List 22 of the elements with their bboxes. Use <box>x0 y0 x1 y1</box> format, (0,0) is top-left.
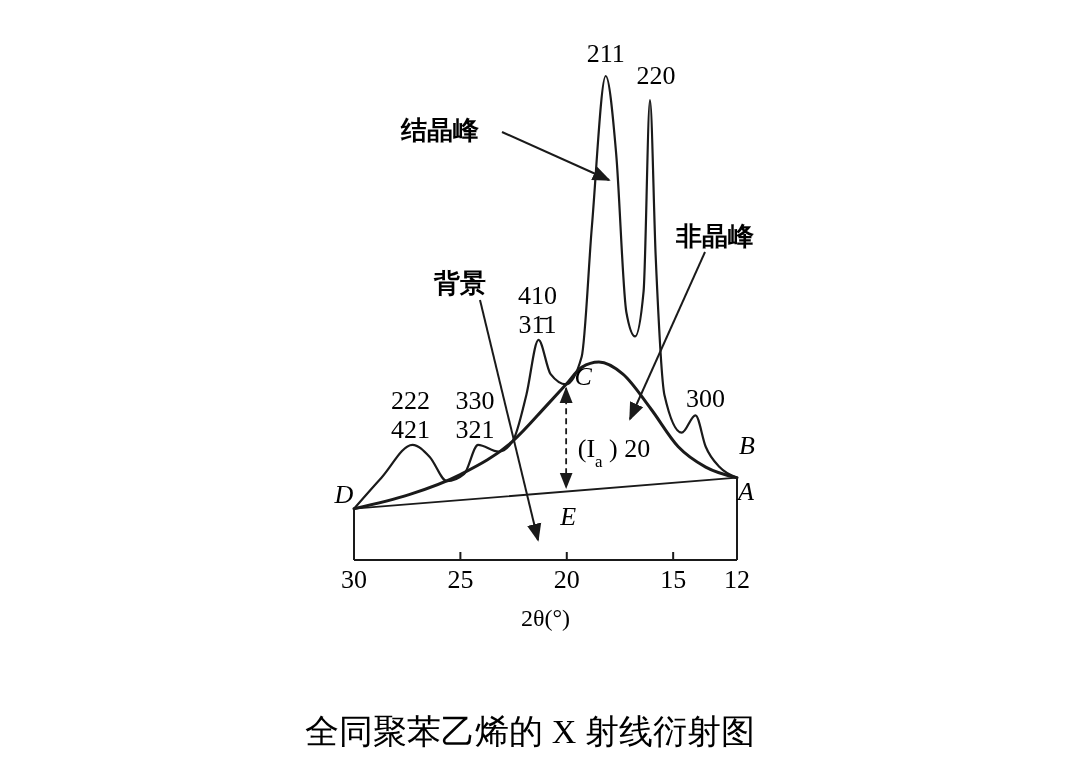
annotation: D <box>333 479 354 509</box>
annotation: (I$_{a}$) 20 <box>577 434 651 471</box>
annotation: 211 <box>586 39 625 68</box>
annotation: E <box>559 502 577 532</box>
annotation: 300 <box>686 384 726 414</box>
x-tick-label: 20 <box>553 565 580 594</box>
text: 全同聚苯乙烯的 X 射线衍射图 <box>305 713 755 750</box>
annotation: B <box>739 430 756 460</box>
annotation: 222 421 <box>391 385 431 444</box>
x-axis-title: 2θ(°) <box>520 605 571 631</box>
annotation: 410 31̄1 <box>517 280 557 339</box>
annotation: 220 <box>636 61 676 91</box>
x-tick-label: 15 <box>660 565 687 594</box>
x-tick-label: 30 <box>341 565 367 594</box>
x-tick-label: 12 <box>724 565 750 594</box>
annotation: 非晶峰 <box>675 221 755 251</box>
annotation: 结晶峰 <box>400 115 480 145</box>
annotation: C <box>574 362 593 392</box>
x-tick-label: 25 <box>447 565 474 594</box>
annotation: 背景 <box>433 268 486 298</box>
annotation: A <box>736 476 755 506</box>
annotation: 330 321 <box>455 385 495 444</box>
